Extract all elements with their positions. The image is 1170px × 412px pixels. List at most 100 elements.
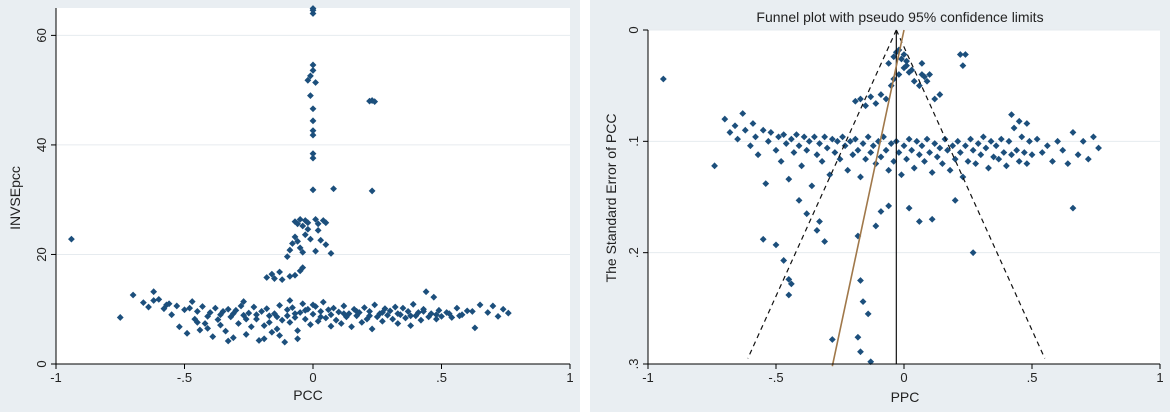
x-tick-label: -1 [642, 370, 654, 385]
data-point [764, 137, 772, 145]
data-point [309, 154, 317, 162]
data-point [273, 325, 281, 333]
data-point [414, 309, 422, 316]
data-point [286, 246, 294, 254]
data-point [278, 276, 286, 284]
data-point [150, 288, 158, 296]
data-point [250, 303, 258, 311]
data-point [183, 329, 191, 337]
data-point [173, 302, 181, 310]
data-point [859, 140, 867, 147]
data-point [301, 231, 309, 239]
data-point [358, 318, 366, 326]
data-point [854, 333, 862, 341]
data-point [145, 303, 152, 311]
data-point [484, 309, 492, 316]
data-point [376, 310, 384, 318]
x-tick-label: -.5 [768, 370, 783, 385]
data-point [798, 162, 805, 170]
data-point [793, 131, 800, 139]
data-point [823, 144, 831, 152]
data-point [193, 318, 201, 326]
data-point [1000, 149, 1008, 156]
data-point [304, 219, 312, 227]
data-point [1049, 157, 1056, 165]
data-point [882, 146, 890, 154]
data-point [471, 324, 479, 332]
data-point [895, 71, 903, 78]
data-point [867, 93, 875, 101]
data-point [307, 92, 314, 100]
data-point [291, 233, 299, 241]
y-axis-label: The Standard Error of PCC [603, 114, 619, 283]
data-point [933, 153, 941, 161]
data-point [928, 169, 936, 176]
data-point [747, 142, 754, 150]
data-point [762, 180, 770, 188]
data-point [734, 135, 741, 143]
data-point [859, 298, 867, 306]
data-point [229, 310, 237, 318]
data-point [900, 64, 908, 72]
data-point [885, 60, 893, 67]
data-point [296, 216, 304, 223]
data-point [304, 76, 312, 84]
data-point [775, 133, 782, 141]
data-point [910, 77, 918, 85]
data-point [201, 320, 209, 327]
data-point [787, 280, 795, 288]
data-point [949, 142, 957, 150]
plot-area [648, 30, 1160, 364]
data-point [330, 304, 337, 312]
funnel-left-line [747, 29, 897, 359]
data-point [245, 309, 253, 317]
data-point [885, 202, 893, 210]
funnel-right-line [895, 29, 1046, 359]
data-point [915, 218, 923, 225]
data-point [322, 314, 330, 322]
data-point [268, 328, 276, 336]
data-point [417, 316, 425, 324]
data-point [877, 208, 885, 215]
data-point [931, 95, 939, 103]
data-point [217, 321, 224, 329]
y-tick-label: 0 [34, 360, 49, 367]
data-point [826, 171, 834, 179]
data-point [780, 131, 788, 139]
data-point [409, 300, 417, 308]
data-point [263, 305, 271, 313]
data-point [291, 271, 299, 279]
data-point [312, 303, 319, 310]
y-tick-label: 20 [34, 247, 49, 261]
x-tick-label: .5 [1027, 370, 1038, 385]
data-point [222, 327, 230, 335]
data-point [857, 95, 864, 103]
data-point [353, 308, 361, 315]
data-point [780, 257, 788, 264]
data-point [1023, 120, 1031, 127]
data-point [307, 321, 314, 328]
data-point [260, 335, 268, 343]
data-point [204, 325, 212, 332]
data-point [445, 310, 453, 318]
data-point [214, 316, 222, 324]
data-point [831, 149, 839, 156]
data-point [286, 297, 294, 304]
data-point [1059, 146, 1067, 154]
data-point [309, 150, 317, 158]
data-point [992, 142, 1000, 150]
data-point [659, 75, 667, 83]
data-point [839, 133, 846, 141]
data-point [309, 61, 317, 69]
data-point [918, 71, 926, 78]
data-point [294, 327, 301, 334]
data-point [271, 275, 278, 282]
data-point [772, 146, 780, 154]
regression-line [831, 29, 905, 367]
data-point [987, 137, 995, 145]
data-point [849, 151, 857, 159]
data-point [384, 311, 391, 319]
data-point [739, 110, 747, 117]
data-point [882, 95, 890, 103]
data-point [314, 220, 322, 228]
